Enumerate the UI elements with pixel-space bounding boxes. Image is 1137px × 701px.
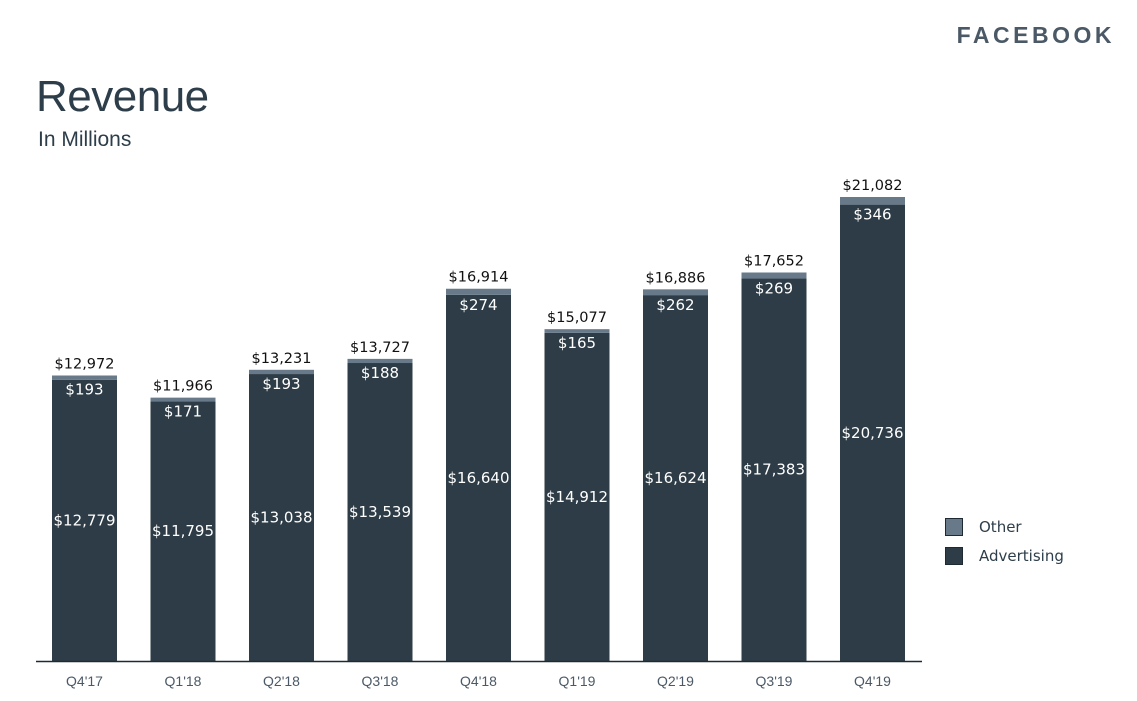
bar-other [840,197,905,205]
bar-advertising [446,294,511,661]
facebook-logo: FACEBOOK [956,22,1115,48]
data-label-advertising: $13,539 [349,503,411,521]
data-label-advertising: $13,038 [250,509,312,527]
chart-subtitle: In Millions [38,128,132,151]
data-label-advertising: $16,624 [644,469,706,487]
bar-advertising [249,374,314,661]
data-label-total: $15,077 [547,310,607,326]
data-label-other: $262 [656,296,694,314]
data-label-total: $16,914 [449,270,509,286]
bar-advertising [544,332,610,661]
data-label-total: $12,972 [55,356,115,372]
x-tick-label: Q1'19 [559,673,596,689]
bar-advertising [840,204,905,661]
bar-other [150,397,216,402]
data-label-total: $11,966 [153,379,213,395]
bar-advertising [741,278,807,661]
legend-item-other: Other [945,512,1064,541]
data-label-other: $274 [459,296,497,314]
data-label-advertising: $16,640 [447,469,509,487]
legend-label-other: Other [979,517,1022,536]
bar-advertising [52,379,117,661]
chart-title: Revenue [36,72,209,121]
data-label-total: $13,727 [350,340,410,356]
bar-other [446,288,511,295]
legend-label-advertising: Advertising [979,546,1064,565]
data-label-total: $16,886 [646,270,706,286]
x-tick-label: Q2'18 [263,673,300,689]
bar-other [52,375,117,380]
data-label-advertising: $14,912 [546,488,608,506]
x-tick-label: Q4'19 [854,673,891,689]
data-label-other: $188 [361,364,399,382]
x-tick-label: Q4'18 [460,673,497,689]
data-label-advertising: $17,383 [743,461,805,479]
bar-other [643,289,708,296]
data-label-advertising: $11,795 [152,522,214,540]
data-label-other: $193 [65,381,103,399]
data-label-other: $193 [262,375,300,393]
bar-other [544,329,610,333]
x-tick-label: Q3'18 [362,673,399,689]
bar-other [347,358,413,364]
data-label-other: $171 [164,402,202,420]
bar-other [741,272,807,279]
bar-advertising [347,363,413,661]
data-label-advertising: $12,779 [53,511,115,529]
bar-advertising [150,401,216,661]
legend-swatch-advertising [945,546,963,565]
legend-item-advertising: Advertising [945,541,1064,570]
x-tick-label: Q4'17 [66,673,103,689]
data-label-other: $346 [853,206,891,224]
data-label-total: $17,652 [744,253,804,269]
x-tick-label: Q1'18 [165,673,202,689]
data-label-other: $269 [755,279,793,297]
bar-other [249,369,314,375]
legend: Other Advertising [945,512,1064,570]
x-tick-label: Q3'19 [756,673,793,689]
data-label-total: $13,231 [252,351,312,367]
x-tick-label: Q2'19 [657,673,694,689]
bar-advertising [643,295,708,661]
data-label-other: $165 [558,334,596,352]
data-label-total: $21,082 [843,178,903,194]
data-label-advertising: $20,736 [841,424,903,442]
legend-swatch-other [945,517,963,536]
